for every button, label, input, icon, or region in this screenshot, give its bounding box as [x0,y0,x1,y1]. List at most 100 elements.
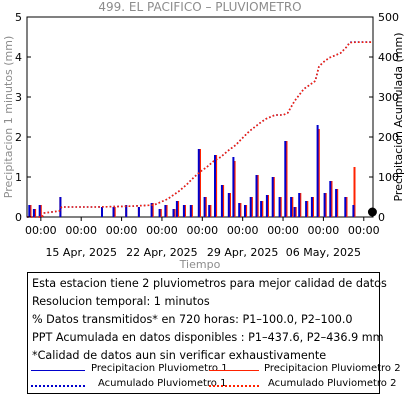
bar-p2-13 [184,205,186,217]
bar-p1-12 [175,201,178,217]
bar-p2-40 [345,197,348,217]
bar-p1-14 [189,205,192,217]
x-tick-date-1: 15 Apr, 2025 [45,246,117,259]
bar-p1-5 [112,207,115,217]
bar-p1-27 [265,195,268,217]
y-right-tick-label-2: 200 [378,131,399,144]
bar-p1-15 [197,149,200,217]
info-line-accumulated: PPT Acumulada en datos disponibles : P1–… [32,331,384,344]
x-tick-time-6: 00:00 [267,224,299,237]
x-tick-date-3: 22 Apr, 2025 [126,246,198,259]
bar-p1-13 [182,205,185,217]
legend-swatch-p2-bar [209,370,259,371]
y-axis-right-label: Precipitacion Acumulada (mm) [392,32,405,201]
bar-p1-41 [352,205,355,217]
info-line-quality: *Calidad de datos aun sin verificar exha… [32,349,327,362]
bar-p1-25 [255,175,258,217]
legend-swatch-p2-acc [209,385,259,387]
bar-p2-39 [336,189,339,217]
info-line-stations: Esta estacion tiene 2 pluviometros para … [32,277,387,290]
x-axis-label: Tiempo [179,258,221,270]
bar-p1-30 [284,141,287,217]
precipitation-chart: 499. EL PACIFICO – PLUVIOMETRO 0 1 2 3 4 5 0 10… [2,0,405,270]
y-left-tick-label-2: 2 [15,131,22,144]
y-right-tick-label-3: 300 [378,91,399,104]
legend-swatch-p1-acc [31,385,85,387]
bar-p2-25 [256,175,259,217]
bar-p1-6 [125,205,128,217]
legend-label-p1-acc: Acumulado Pluviometro 1 [98,378,227,389]
bar-p2-30 [285,141,288,217]
bar-p2-34 [306,201,309,217]
bar-p1-39 [335,189,338,217]
bar-p2-28 [272,177,275,217]
bar-p2-0 [29,205,32,217]
bar-p2-20 [229,193,231,217]
x-tick-time-7: 00:00 [308,224,340,237]
bar-p2-36 [317,129,320,217]
bar-p1-35 [310,197,313,217]
bar-p2-15 [199,149,201,217]
bar-p2-19 [222,185,225,217]
x-tick-time-0: 00:00 [25,224,57,237]
bar-p1-34 [305,201,308,217]
bar-p2-9 [159,209,162,217]
bar-p2-8 [151,203,154,217]
bar-series-group [28,125,356,217]
y-left-tick-label-0: 0 [15,211,22,224]
bar-p1-17 [208,205,211,217]
y-left-tick-label-4: 4 [15,51,22,64]
y-right-tick-label-4: 400 [378,51,399,64]
bar-p1-21 [232,157,235,217]
bar-p2-38 [330,181,333,217]
bar-p1-24 [249,197,252,217]
bar-p2-22 [239,203,242,217]
bar-p1-23 [244,205,246,217]
bar-p2-29 [279,197,282,217]
bar-p2-11 [173,209,176,217]
bar-p1-8 [150,203,153,217]
bar-p1-28 [271,177,274,217]
bar-p1-20 [227,193,230,217]
bar-p1-19 [220,185,223,217]
bar-p1-10 [164,205,167,217]
bar-p1-26 [260,201,263,217]
bar-p2-37 [324,193,327,217]
bar-p1-36 [316,125,319,217]
chart-title: 499. EL PACIFICO – PLUVIOMETRO [98,0,301,14]
legend-swatch-p1-bar [31,370,85,371]
x-tick-date-5: 29 Apr, 2025 [207,246,279,259]
legend-label-p2-acc: Acumulado Pluviometro 2 [268,378,397,389]
bar-p1-22 [238,203,241,217]
bar-p2-12 [177,201,180,217]
bar-p2-17 [209,205,212,217]
bar-p2-1 [34,209,37,217]
bar-p1-16 [203,197,206,217]
x-tick-time-8: 00:00 [348,224,380,237]
bar-p1-7 [137,207,140,217]
bar-p2-23 [245,205,248,217]
legend-label-p2-bar: Precipitacion Pluviometro 2 [264,363,401,374]
bar-p1-32 [293,207,296,217]
y-right-tick-label-1: 100 [378,171,399,184]
bar-p1-9 [158,209,161,217]
y-left-tick-label-1: 1 [15,171,22,184]
bar-p1-33 [298,193,301,217]
axes-group: 0 1 2 3 4 5 0 100 200 300 400 500 00:00 00:00 15 Apr, … [15,11,399,259]
bar-p2-18 [215,155,218,217]
x-tick-time-2: 00:00 [106,224,138,237]
x-tick-time-4: 00:00 [186,224,218,237]
bar-p2-33 [299,193,302,217]
info-line-transmitted: % Datos transmitidos* en 720 horas: P1–1… [32,313,353,326]
bar-p2-31 [291,197,294,217]
y-right-tick-label-0: 0 [378,211,385,224]
bar-p1-31 [290,197,293,217]
bar-p1-38 [329,181,332,217]
bar-p2-32 [294,207,297,217]
bar-p2-5 [113,207,116,217]
bar-p2-27 [267,195,269,217]
bar-p2-14 [190,205,193,217]
bar-p1-37 [323,193,326,217]
bar-p1-29 [278,197,281,217]
end-marker [367,207,377,217]
